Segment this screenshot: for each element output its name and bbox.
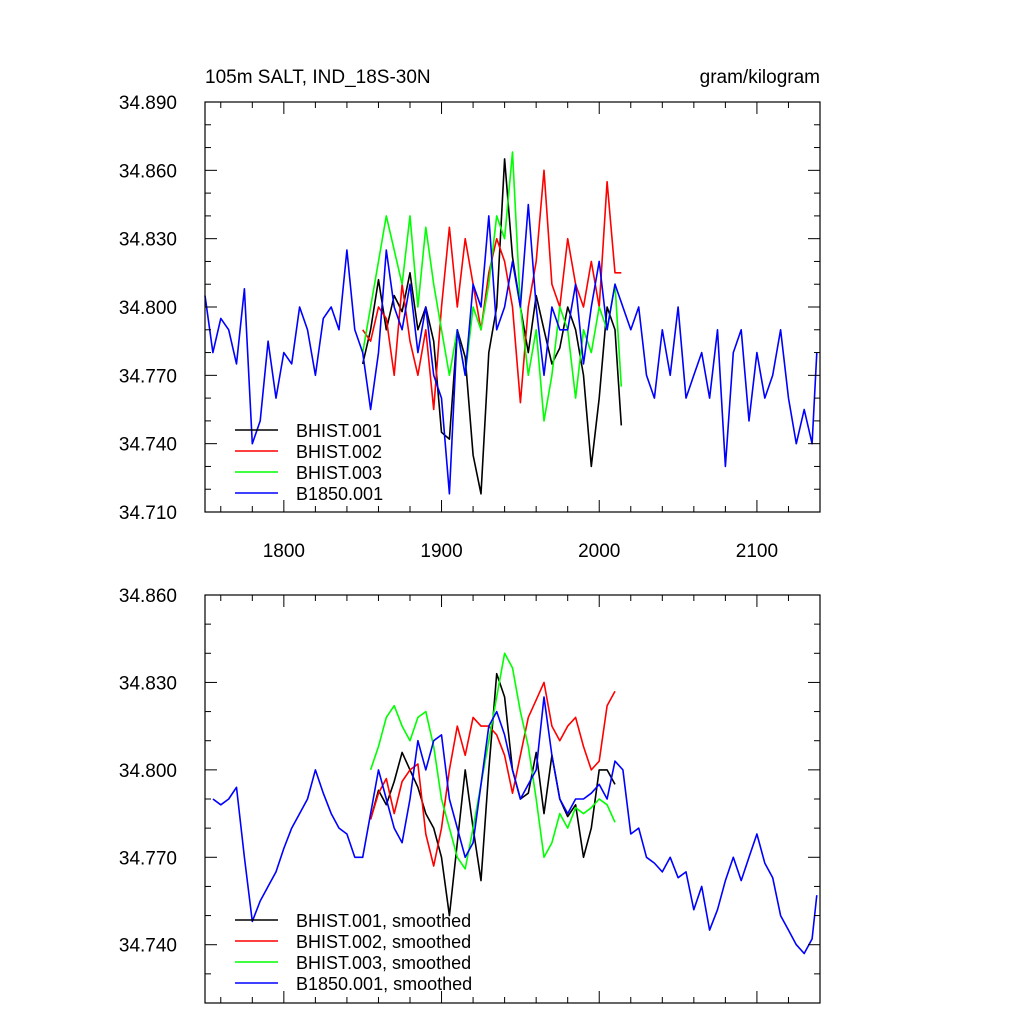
legend-label: B1850.001 [296, 484, 383, 504]
legend-label: BHIST.001, smoothed [296, 911, 471, 931]
series-line-bhist-002-smoothed [369, 681, 616, 867]
y-tick-label: 34.710 [119, 503, 177, 524]
legend-label: BHIST.003 [296, 463, 382, 483]
y-tick-label: 34.740 [119, 435, 177, 456]
chart-title: 105m SALT, IND_18S-30N [205, 67, 431, 88]
y-tick-label: 34.830 [119, 673, 177, 694]
y-tick-label: 34.860 [119, 586, 177, 607]
series-line-b1850-001-smoothed [212, 696, 818, 955]
x-tick-label: 1900 [420, 541, 462, 562]
y-tick-label: 34.890 [119, 93, 177, 114]
y-tick-label: 34.770 [119, 848, 177, 869]
y-tick-label: 34.830 [119, 230, 177, 251]
y-tick-label: 34.800 [119, 298, 177, 319]
salt-smoothed-panel: 34.740 34.770 34.800 34.830 34.860 BHIST.001,… [119, 586, 821, 1004]
series-line-bhist-003 [361, 151, 623, 422]
legend-label: BHIST.003, smoothed [296, 953, 471, 973]
series-line-bhist-001 [361, 158, 623, 495]
legend-label: BHIST.002, smoothed [296, 932, 471, 952]
legend-label: BHIST.002 [296, 442, 382, 462]
units-label: gram/kilogram [700, 67, 820, 88]
series-line-b1850-001 [204, 203, 818, 495]
y-tick-label: 34.800 [119, 761, 177, 782]
y-tick-label: 34.740 [119, 936, 177, 957]
x-tick-label: 1800 [263, 541, 305, 562]
y-tick-label: 34.860 [119, 161, 177, 182]
legend-label: B1850.001, smoothed [296, 974, 472, 994]
x-tick-label: 2100 [736, 541, 778, 562]
legend-label: BHIST.001 [296, 421, 382, 441]
salt-raw-panel: 105m SALT, IND_18S-30N gram/kilogram 180… [119, 67, 821, 562]
x-tick-label: 2000 [578, 541, 620, 562]
y-tick-label: 34.770 [119, 366, 177, 387]
